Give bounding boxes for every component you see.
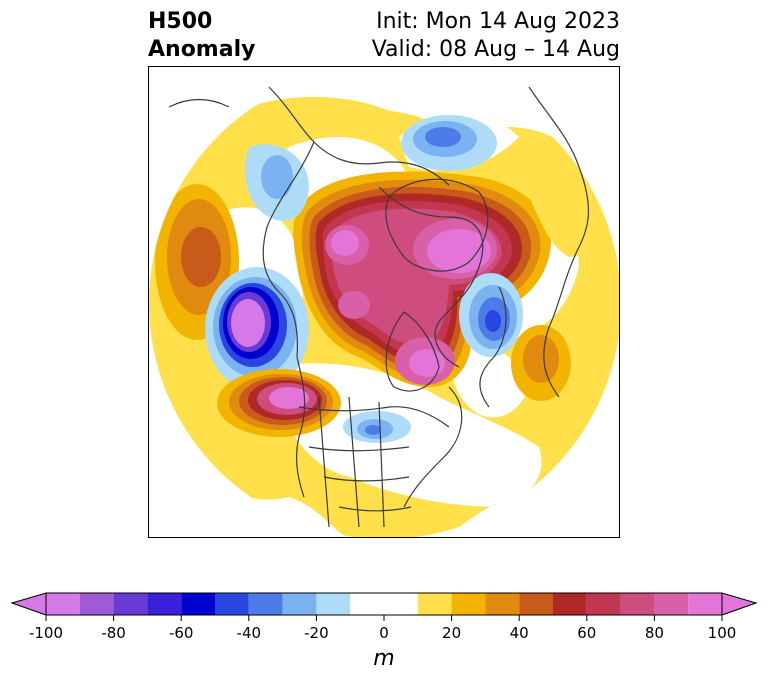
colorbar-bin (688, 593, 722, 615)
colorbar-bin (248, 593, 283, 615)
greenland-positive-max (427, 229, 491, 273)
coastline (268, 86, 450, 186)
state-borders (308, 446, 412, 512)
anomaly-map (148, 66, 620, 538)
title-variable: H500 (148, 9, 213, 34)
colorbar-bin (147, 593, 182, 615)
colorbar-bin (215, 593, 249, 615)
coastline (168, 98, 230, 108)
coastline (378, 186, 484, 368)
colorbar-tick-label: 20 (442, 624, 462, 642)
colorbar-low-extension (10, 592, 47, 616)
colorbar-tick-label: -40 (236, 624, 262, 642)
title-valid-range: Valid: 08 Aug – 14 Aug (371, 37, 620, 62)
hudson-bay-outline (385, 311, 440, 392)
contour-level (529, 155, 593, 257)
colorbar-bins (46, 593, 722, 615)
colorbar-bin (113, 593, 148, 615)
colorbar-tick-label: 40 (509, 624, 529, 642)
neutral-region (452, 344, 529, 418)
contour-level (365, 425, 381, 435)
coastline (479, 286, 507, 408)
colorbar-bin (586, 593, 621, 615)
coastline (528, 86, 589, 398)
alaska-positive-max (331, 230, 359, 256)
colorbar-tick-label: 60 (577, 624, 597, 642)
contour-level (409, 349, 445, 377)
colorbar-ticks (45, 615, 723, 621)
colorbar-tick-label: -60 (168, 624, 194, 642)
contour-level (231, 299, 265, 347)
border (298, 406, 450, 428)
colorbar-bin (181, 593, 215, 615)
title-field-type: Anomaly (148, 37, 256, 62)
colorbar-bin (316, 593, 351, 615)
coastline (262, 141, 315, 358)
colorbar-high-extension (721, 592, 758, 616)
colorbar-bin (79, 593, 114, 615)
map-title-right: Init: Mon 14 Aug 2023 Valid: 08 Aug – 14… (372, 8, 620, 64)
colorbar-tick-label: -20 (304, 624, 329, 642)
state-borders (318, 396, 385, 528)
colorbar-bin (350, 593, 418, 615)
greenland-outline (385, 178, 489, 272)
colorbar-tick-label: 0 (379, 624, 389, 642)
contour-level (523, 335, 559, 383)
colorbar-bin (654, 593, 689, 615)
contour-level (269, 387, 309, 409)
coastline (295, 356, 306, 498)
colorbar (10, 592, 758, 621)
colorbar-bin (620, 593, 655, 615)
colorbar-bin (46, 593, 80, 615)
anomaly-map-svg (149, 67, 619, 537)
colorbar-bin (485, 593, 520, 615)
pacific-positive-max (181, 227, 221, 287)
coastline (403, 386, 463, 508)
colorbar-unit-label: m (373, 646, 395, 671)
colorbar-tick-label: 80 (644, 624, 664, 642)
colorbar-tick-label: 100 (707, 624, 737, 642)
colorbar-bin (553, 593, 587, 615)
contour-level (485, 310, 501, 332)
colorbar-bin (417, 593, 452, 615)
anomaly-fields (149, 97, 619, 537)
contour-level (425, 127, 461, 147)
colorbar-tick-label: -80 (101, 624, 126, 642)
contour-level (261, 155, 293, 199)
colorbar-tick-label: -100 (28, 624, 64, 642)
coastlines (168, 86, 589, 528)
contour-level (338, 291, 370, 319)
title-init-date: Init: Mon 14 Aug 2023 (376, 9, 620, 34)
colorbar-bin (282, 593, 317, 615)
map-title-left: H500 Anomaly (148, 8, 255, 64)
colorbar-bin (451, 593, 486, 615)
colorbar-bin (519, 593, 553, 615)
